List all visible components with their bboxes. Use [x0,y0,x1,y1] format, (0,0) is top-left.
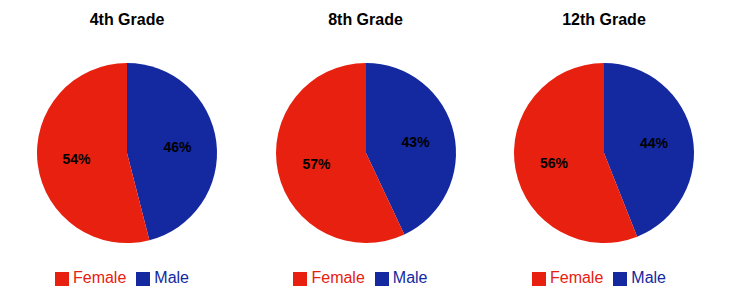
html-text:Male: Male [392,269,428,286]
svg-text:43%: 43% [401,134,430,150]
html-text:Male: Male [631,269,666,286]
svg-text:54%: 54% [63,151,92,167]
svg-text:57%: 57% [302,156,331,172]
html-text:Female: Female [550,269,604,286]
html-text:Male: Male [154,269,189,286]
html-text:12th Grade: 12th Grade [562,11,646,28]
svg-text:46%: 46% [163,139,192,155]
svg-text:44%: 44% [640,135,669,151]
html-text:8th Grade: 8th Grade [328,11,403,28]
html-text:Female: Female [73,269,127,286]
svg-text:56%: 56% [540,155,569,171]
html-text:4th Grade: 4th Grade [89,11,165,28]
html-text:Female: Female [311,269,365,286]
